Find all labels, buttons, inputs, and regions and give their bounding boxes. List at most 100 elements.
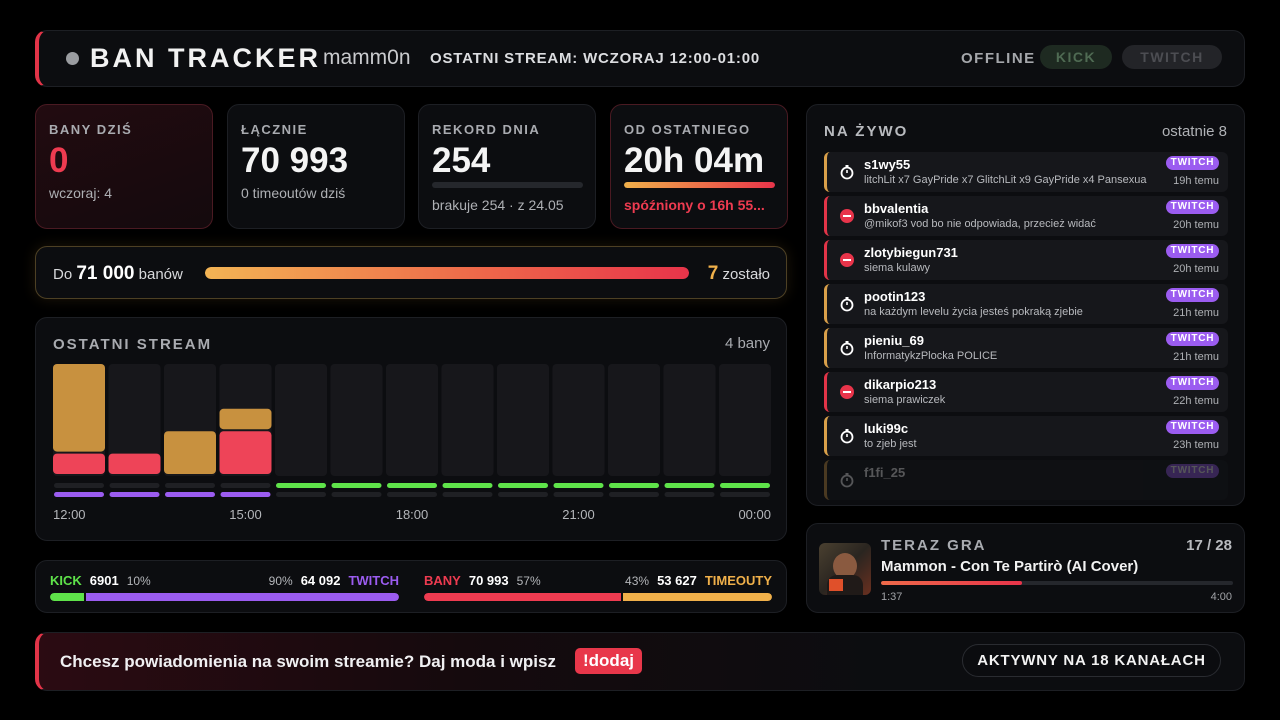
feed-item: pootin123 na każdym levelu życia jesteś p… [824,284,1228,324]
stat-sub: 0 timeoutów dziś [241,185,346,201]
split-panel [35,560,787,613]
feed-time: 19h temu [1173,175,1219,187]
footer-text: Chcesz powiadomienia na swoim streamie? … [60,652,556,671]
column-bg [608,364,660,476]
np-duration: 4:00 [1210,591,1232,603]
feed-message: to zjeb jest [864,438,917,450]
feed-item: luki99c to zjeb jest TWITCH 23h temu [824,416,1228,456]
header: BAN TRACKER mamm0n OSTATNI STREAM: WCZOR… [35,30,1245,87]
column-bg [441,364,494,476]
split-pct: 90% [268,574,293,588]
column-bg [386,364,438,476]
split-bar [424,593,622,601]
bar-segment [219,408,272,430]
stat-card: OD OSTATNIEGO 20h 04m spóźniony o 16h 55..… [610,104,788,229]
live-segment [109,483,160,488]
stat-sub: brakuje 254 · z 24.05 [432,197,564,213]
split-pct: 43% [625,574,650,588]
channels-badge: AKTYWNY NA 18 KANAŁACH [962,644,1221,677]
bar-segment [53,364,105,452]
chart-title: OSTATNI STREAM [53,336,213,353]
feed-message: InformatykzPlocka POLICE [864,350,998,362]
feed-user: f1fi_25 [864,465,906,480]
stat-label: BANY DZIŚ [49,122,133,137]
stat-value: 70 993 [241,141,349,180]
split-left: KICK 6901 10% [50,573,151,588]
live-panel: NA ŻYWO ostatnie 8 s1wy55 litchLit x7 Gay… [806,104,1245,506]
platform-badge: TWITCH [1166,376,1219,390]
stat-label: OD OSTATNIEGO [624,122,751,137]
split-name: TIMEOUTY [704,573,772,588]
icon-shape [840,474,854,488]
goal-unit: banów [138,266,183,283]
live-segment [387,492,437,497]
feed-item: dikarpio213 siema prawiczek TWITCH 22h temu [824,372,1228,412]
feed-item: f1fi_25 TWITCH [824,460,1228,500]
goal-remaining-box: 7 zostało [708,263,770,285]
np-position: 17 / 28 [1186,537,1232,554]
feed-time: 20h temu [1173,263,1219,275]
feed-time: 20h temu [1173,219,1219,231]
platform-pill[interactable]: TWITCH [1122,45,1222,69]
command[interactable]: !dodaj [575,648,642,674]
split-name: KICK [50,573,82,588]
live-segment [664,483,715,488]
icon-shape [843,215,851,217]
split-track [50,593,399,601]
feed-icon [840,341,854,356]
live-subtitle: ostatnie 8 [1161,123,1227,140]
feed-message: litchLit x7 GayPride x7 GlitchLit x9 Gay… [864,174,1147,186]
split-pct: 10% [126,574,151,588]
platform-pill[interactable]: KICK [1040,45,1112,69]
feed-time: 23h temu [1173,439,1219,451]
feed-message: siema prawiczek [864,394,946,406]
feed-message: na każdym levelu życia jesteś pokraką zj… [864,306,1083,318]
split-name: BANY [424,573,461,588]
stat-card: REKORD DNIA 254 brakuje 254 · z 24.05 [418,104,596,229]
split-bar [623,593,772,601]
live-segment [276,492,326,497]
goal-label: Do 71 000 banów [53,263,183,285]
live-segment [442,492,493,497]
goal-track [205,267,689,279]
feed-item: bbvalentia @mikof3 vod bo nie odpowiada, … [824,196,1228,236]
live-segment [165,492,215,497]
icon-shape [840,342,854,356]
stat-label: ŁĄCZNIE [241,122,308,137]
stat-value: 20h 04m [624,141,765,180]
live-segment [109,492,160,497]
live-segment [720,483,770,488]
feed-icon [840,385,854,399]
np-elapsed: 1:37 [881,591,903,603]
feed-time: 22h temu [1173,395,1219,407]
feed-item: s1wy55 litchLit x7 GayPride x7 GlitchLit … [824,152,1228,192]
split-count: 64 092 [300,573,341,588]
title: BAN TRACKER [90,43,321,73]
split-name: TWITCH [348,573,399,588]
split-count: 53 627 [657,573,697,588]
goal-remaining-text: zostało [722,266,770,283]
icon-shape [843,391,851,393]
x-tick-label: 15:00 [229,507,262,522]
live-segment [498,483,548,488]
split-left: BANY 70 993 57% [424,573,541,588]
live-segment [553,483,604,488]
stat-sub: wczoraj: 4 [49,185,113,201]
column-bg [497,364,549,476]
platform-badge: TWITCH [1166,288,1219,302]
feed-time: 21h temu [1173,351,1219,363]
np-song: Mammon - Con Te Partirò (AI Cover) [881,558,1139,575]
split-count: 6901 [89,573,119,588]
bar-segment [164,431,216,474]
icon-shape [840,298,854,312]
feed-message: siema kulawy [864,262,931,274]
stat-card: BANY DZIŚ 0 wczoraj: 4 [35,104,213,229]
live-segment [720,492,770,497]
column-bg [108,364,161,476]
live-segment [220,483,271,488]
live-segment [609,492,659,497]
live-segment [276,483,326,488]
cover-art [819,543,871,595]
stat-label: REKORD DNIA [432,122,541,137]
